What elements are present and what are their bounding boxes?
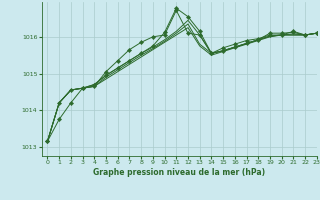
X-axis label: Graphe pression niveau de la mer (hPa): Graphe pression niveau de la mer (hPa) bbox=[93, 168, 265, 177]
